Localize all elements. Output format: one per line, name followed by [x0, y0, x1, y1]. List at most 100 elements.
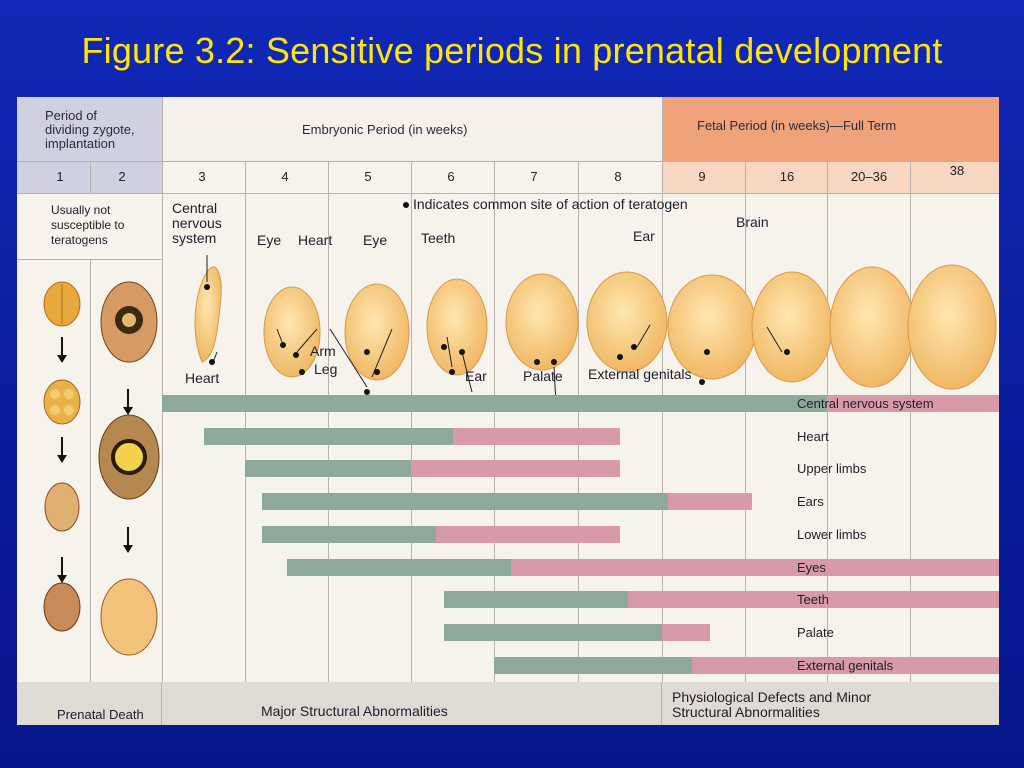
week-row-zygote-bg — [17, 161, 162, 193]
minor-physiological-bar — [435, 525, 620, 543]
minor-physiological-bar — [510, 558, 999, 576]
major-structural-bar — [162, 395, 827, 412]
sensitive-period-row — [17, 395, 999, 412]
week-label: 7 — [530, 169, 538, 184]
site-label-eye: Eye — [257, 232, 282, 248]
major-structural-bar — [261, 493, 668, 511]
embryo-week-6 — [426, 278, 488, 376]
week-label: 3 — [198, 169, 206, 184]
sensitive-period-row — [17, 460, 999, 478]
organ-label: Teeth — [797, 592, 829, 608]
site-label-brain: Brain — [736, 214, 769, 230]
grid-line — [17, 161, 999, 162]
minor-physiological-bar — [662, 623, 710, 641]
footer-minor — [662, 682, 999, 725]
minor-physiological-bar — [692, 656, 999, 674]
fetal-period-label: Fetal Period (in weeks)—Full Term — [697, 118, 897, 133]
fetal-period-header: Fetal Period (in weeks)—Full Term — [662, 97, 999, 161]
footer-minor-label: Physiological Defects and Minor Structur… — [672, 689, 872, 720]
week-label: 38 — [949, 163, 965, 178]
organ-label: Ears — [797, 494, 824, 510]
grid-line — [90, 259, 91, 682]
week-label: 16 — [779, 169, 795, 184]
week-label: 2 — [118, 169, 126, 184]
minor-physiological-bar — [452, 427, 620, 445]
not-susceptible-note: Usually not susceptible to teratogens — [51, 203, 125, 247]
grid-line — [162, 97, 163, 682]
dot-legend-label: Indicates common site of action of terat… — [413, 196, 688, 212]
week-label: 1 — [56, 169, 64, 184]
week-label: 6 — [447, 169, 455, 184]
sensitive-period-row — [17, 558, 999, 576]
arrow-down-icon — [123, 389, 133, 415]
organ-label: Heart — [797, 428, 829, 444]
site-label-cns: Central nervous system — [172, 200, 222, 246]
teratogen-dot-icon — [403, 202, 409, 208]
zygote-illustrations — [43, 281, 160, 656]
week-label: 8 — [614, 169, 622, 184]
minor-physiological-bar — [411, 460, 620, 478]
grid-line — [578, 161, 579, 682]
major-structural-bar — [444, 591, 629, 609]
minor-physiological-bar — [628, 591, 999, 609]
major-structural-bar — [286, 558, 511, 576]
grid-line — [17, 259, 162, 260]
site-label-heart: Heart — [298, 232, 333, 248]
arrow-down-icon — [57, 557, 67, 583]
major-structural-bar — [245, 460, 411, 478]
embryo-illustrations — [194, 255, 997, 397]
major-structural-bar — [494, 656, 692, 674]
grid-line — [827, 161, 828, 682]
major-structural-bar — [261, 525, 436, 543]
grid-line — [745, 161, 746, 682]
grid-line — [90, 161, 91, 193]
implanted-embryo — [43, 582, 81, 632]
zygote-period-header: Period of dividing zygote, implantation — [17, 97, 162, 161]
embryonic-period-header: Embryonic Period (in weeks) — [162, 97, 662, 161]
grid-line — [328, 161, 329, 682]
grid-line — [662, 97, 663, 682]
site-label-heart-week3: Heart — [185, 370, 220, 386]
slide-title: Figure 3.2: Sensitive periods in prenata… — [81, 30, 943, 71]
site-label-ear-week6: Ear — [465, 368, 487, 384]
arrow-down-icon — [123, 527, 133, 553]
embryo-week-7 — [505, 273, 579, 371]
embryo-week-4 — [263, 286, 321, 378]
minor-physiological-bar — [668, 493, 752, 511]
footer-prenatal-death — [17, 682, 162, 725]
zygote-period-label: Period of dividing zygote, implantation — [45, 108, 135, 151]
organ-label: Lower limbs — [797, 526, 867, 542]
site-label-arm: Arm — [310, 343, 336, 359]
grid-line — [17, 193, 999, 194]
organ-label: External genitals — [797, 657, 894, 673]
embryo-week-5 — [344, 283, 410, 381]
organ-label: Palate — [797, 624, 834, 640]
site-label-leg: Leg — [314, 361, 338, 377]
embryo-week-8 — [586, 271, 668, 373]
sensitive-periods-figure: Period of dividing zygote, implantation … — [17, 97, 999, 725]
site-label-teeth: Teeth — [421, 230, 456, 246]
amniotic-sac — [100, 578, 158, 656]
minor-physiological-bar — [827, 395, 999, 412]
site-label-palate: Palate — [523, 368, 563, 384]
footer-prenatal-death-label: Prenatal Death — [57, 707, 144, 722]
embryonic-period-label: Embryonic Period (in weeks) — [302, 122, 468, 137]
major-structural-bar — [203, 427, 453, 445]
week-label: 4 — [281, 169, 289, 184]
arrow-down-icon — [57, 337, 67, 363]
blastocyst — [44, 482, 80, 532]
site-label-ear: Ear — [633, 228, 655, 244]
sensitive-period-row — [17, 591, 999, 609]
week-label: 9 — [698, 169, 706, 184]
footer-major-label: Major Structural Abnormalities — [261, 703, 448, 719]
sensitive-period-row — [17, 427, 999, 445]
grid-line — [494, 161, 495, 682]
sensitive-period-bars: Central nervous system Heart Upper limbs Ea… — [17, 97, 999, 682]
grid-line — [245, 161, 246, 682]
sensitive-period-row — [17, 656, 999, 674]
week-label: 20–36 — [850, 169, 888, 184]
organ-label: Central nervous system — [797, 396, 934, 411]
footer-major — [162, 682, 662, 725]
week-row-fetal-bg — [662, 161, 999, 193]
sensitive-period-row — [17, 623, 999, 641]
